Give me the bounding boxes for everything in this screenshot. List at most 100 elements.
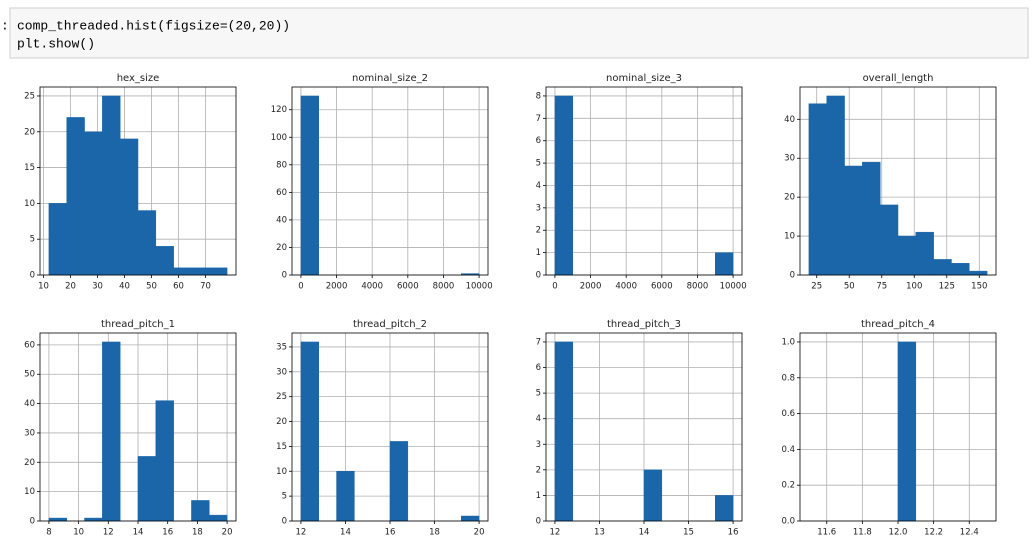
y-tick-label: 4 xyxy=(536,414,541,424)
y-tick-label: 7 xyxy=(536,114,541,124)
axes-frame xyxy=(545,86,743,276)
bar xyxy=(209,514,228,522)
subplot-title: thread_pitch_1 xyxy=(101,319,175,330)
bar xyxy=(951,263,970,276)
y-tick-label: 3 xyxy=(536,440,541,450)
bar xyxy=(84,131,103,276)
x-tick-label: 0 xyxy=(552,282,557,292)
y-tick-label: 2 xyxy=(536,226,541,236)
y-tick-label: 20 xyxy=(276,243,287,253)
x-tick-label: 4000 xyxy=(361,282,383,292)
y-tick-label: 120 xyxy=(271,105,287,115)
y-tick-label: 0 xyxy=(30,271,35,281)
x-tick-label: 12.2 xyxy=(924,528,943,538)
x-tick-label: 11.8 xyxy=(853,528,872,538)
x-tick-label: 12.4 xyxy=(960,528,979,538)
y-tick-label: 20 xyxy=(24,458,35,468)
y-tick-label: 20 xyxy=(784,193,795,203)
x-tick-label: 25 xyxy=(811,282,822,292)
code-cell[interactable] xyxy=(9,7,1029,59)
x-tick-label: 0 xyxy=(298,282,303,292)
x-tick-label: 10000 xyxy=(466,282,493,292)
x-tick-label: 14 xyxy=(133,528,144,538)
axes-frame xyxy=(291,332,489,522)
y-tick-label: 100 xyxy=(271,133,287,143)
x-tick-label: 10 xyxy=(73,528,84,538)
bar xyxy=(808,103,827,276)
y-tick-label: 5 xyxy=(30,235,35,245)
x-tick-label: 20 xyxy=(222,528,233,538)
y-tick-label: 0 xyxy=(30,517,35,527)
y-tick-label: 5 xyxy=(536,159,541,169)
bar xyxy=(969,270,988,276)
bar xyxy=(300,95,319,276)
bar xyxy=(826,95,845,276)
x-tick-label: 16 xyxy=(162,528,173,538)
x-tick-label: 50 xyxy=(844,282,855,292)
y-tick-label: 25 xyxy=(276,392,287,402)
bar xyxy=(191,267,210,276)
x-tick-label: 40 xyxy=(119,282,130,292)
bar xyxy=(137,210,157,276)
x-tick-label: 4000 xyxy=(615,282,637,292)
y-tick-label: 25 xyxy=(24,91,35,101)
axes-frame xyxy=(39,332,237,522)
y-tick-label: 30 xyxy=(784,154,795,164)
x-tick-label: 16 xyxy=(385,528,396,538)
y-tick-label: 0 xyxy=(536,271,541,281)
bar xyxy=(155,246,174,276)
y-tick-label: 10 xyxy=(784,232,795,242)
bar xyxy=(191,500,210,522)
y-tick-label: 10 xyxy=(276,467,287,477)
x-tick-label: 10000 xyxy=(720,282,747,292)
x-tick-label: 16 xyxy=(728,528,739,538)
x-tick-label: 20 xyxy=(474,528,485,538)
bar xyxy=(209,267,228,276)
y-tick-label: 8 xyxy=(536,91,541,101)
bar xyxy=(66,117,85,276)
bar xyxy=(173,267,192,276)
y-tick-label: 30 xyxy=(24,428,35,438)
x-tick-label: 12.0 xyxy=(889,528,908,538)
y-tick-label: 40 xyxy=(276,215,287,225)
subplot-title: thread_pitch_4 xyxy=(861,319,935,330)
y-tick-label: 30 xyxy=(276,367,287,377)
x-tick-label: 50 xyxy=(146,282,157,292)
y-tick-label: 2 xyxy=(536,465,541,475)
x-tick-label: 15 xyxy=(683,528,694,538)
bar xyxy=(300,341,319,522)
bar xyxy=(84,517,103,522)
subplot-title: nominal_size_3 xyxy=(606,73,682,84)
bar xyxy=(155,400,174,522)
code-line: comp_threaded.hist(figsize=(20,20)) xyxy=(17,18,290,33)
bar xyxy=(933,259,952,276)
y-tick-label: 0 xyxy=(790,271,795,281)
x-tick-label: 18 xyxy=(429,528,440,538)
prompt: : xyxy=(1,18,9,33)
x-tick-label: 8000 xyxy=(433,282,455,292)
axes-frame xyxy=(799,86,997,276)
y-tick-label: 10 xyxy=(24,487,35,497)
y-tick-label: 0.8 xyxy=(781,373,795,383)
x-tick-label: 2000 xyxy=(326,282,348,292)
x-tick-label: 100 xyxy=(906,282,922,292)
y-tick-label: 50 xyxy=(24,370,35,380)
axes-frame xyxy=(291,86,489,276)
axes-frame xyxy=(799,332,997,522)
x-tick-label: 18 xyxy=(192,528,203,538)
x-tick-label: 12 xyxy=(103,528,114,538)
bar xyxy=(844,165,863,276)
y-tick-label: 20 xyxy=(276,417,287,427)
subplot-title: nominal_size_2 xyxy=(352,73,428,84)
y-tick-label: 10 xyxy=(24,199,35,209)
bar xyxy=(897,235,917,276)
x-tick-label: 30 xyxy=(92,282,103,292)
y-tick-label: 15 xyxy=(276,442,287,452)
subplot-title: hex_size xyxy=(117,73,160,84)
y-tick-label: 20 xyxy=(24,127,35,137)
bar xyxy=(461,515,480,522)
y-tick-label: 0.2 xyxy=(781,481,795,491)
x-tick-label: 125 xyxy=(939,282,955,292)
x-tick-label: 75 xyxy=(876,282,887,292)
